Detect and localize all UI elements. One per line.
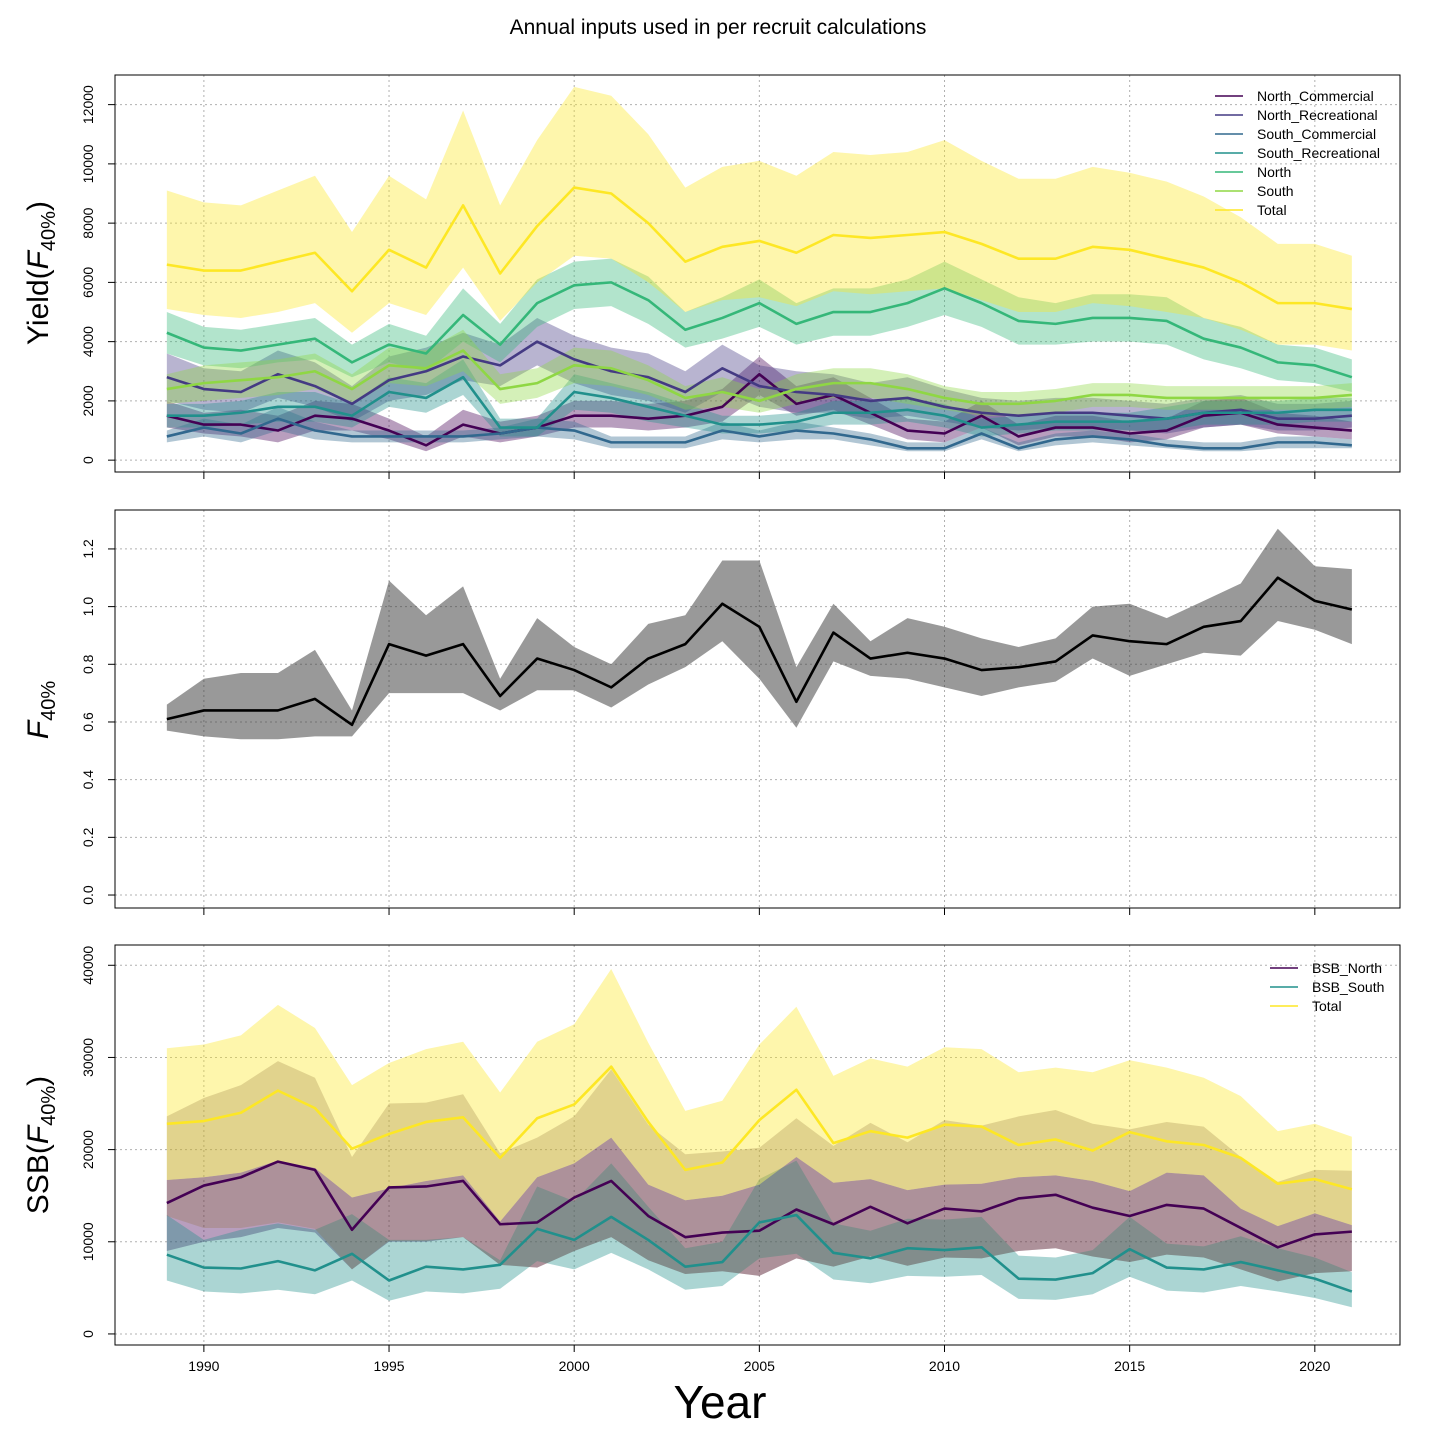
y-tick-label: 0 xyxy=(80,1330,96,1338)
y-tick-label: 8000 xyxy=(80,207,96,238)
legend-label-north-recreational: North_Recreational xyxy=(1257,107,1378,123)
ssb-lines xyxy=(166,1065,1353,1293)
legend-label-bsb-north: BSB_North xyxy=(1312,960,1382,976)
series-points-bsb-north xyxy=(166,1161,1352,1248)
series-points-north-recreational xyxy=(166,341,1352,419)
series-points-bsb-south xyxy=(166,1215,1352,1292)
y-tick-label: 1.2 xyxy=(80,539,96,559)
yield-lines xyxy=(166,186,1353,450)
x-tick-label: 2005 xyxy=(744,1358,775,1374)
x-tick-label: 2010 xyxy=(929,1358,960,1374)
band-f40 xyxy=(166,528,1352,740)
x-tick-label: 2020 xyxy=(1299,1358,1330,1374)
f40-bands xyxy=(166,528,1352,740)
yield-frame xyxy=(114,74,1401,473)
y-tick-label: 40000 xyxy=(80,946,96,985)
x-axis-label: Year xyxy=(674,1376,767,1428)
y-tick-label: 12000 xyxy=(80,85,96,124)
legend-label-north: North xyxy=(1257,164,1291,180)
band-total xyxy=(166,968,1352,1227)
y-tick-label: 10000 xyxy=(80,1222,96,1261)
legend-label-total: Total xyxy=(1312,998,1342,1014)
y-tick-label: 0.0 xyxy=(80,885,96,905)
legend-label-south-commercial: South_Commercial xyxy=(1257,126,1376,142)
y-tick-label: 20000 xyxy=(80,1130,96,1169)
yield-grid xyxy=(115,75,1400,472)
y-tick-label: 0 xyxy=(80,456,96,464)
series-points-north xyxy=(166,282,1352,378)
chart-title: Annual inputs used in per recruit calcul… xyxy=(510,16,927,39)
x-tick-label: 1995 xyxy=(373,1358,404,1374)
legend-label-south: South xyxy=(1257,183,1294,199)
ssb-y-axis-label: SSB(F40%) xyxy=(22,1076,60,1214)
yield-y-ticks: 0 2000 4000 6000 8000 10000 12000 xyxy=(80,85,115,464)
series-points-total xyxy=(166,187,1352,310)
y-tick-label: 0.2 xyxy=(80,827,96,847)
y-tick-label: 4000 xyxy=(80,326,96,357)
f40-panel: 0.0 0.2 0.4 0.6 0.8 1.0 1.2 F40% xyxy=(22,509,1401,915)
x-tick-label: 2015 xyxy=(1114,1358,1145,1374)
ssb-panel: 1990 1995 2000 2005 2010 2015 2020 0 10000 20000 3… xyxy=(22,944,1401,1374)
f40-frame xyxy=(114,509,1401,909)
f40-x-ticks xyxy=(203,908,1316,915)
series-points-f40 xyxy=(166,577,1352,725)
f40-lines xyxy=(166,576,1353,727)
y-tick-label: 0.4 xyxy=(80,770,96,790)
yield-panel: 0 2000 4000 6000 8000 10000 12000 Yield(F40%) No… xyxy=(22,74,1401,479)
legend-label-north-commercial: North_Commercial xyxy=(1257,88,1374,104)
band-total xyxy=(166,86,1352,351)
ssb-grid xyxy=(115,945,1400,1345)
y-tick-label: 10000 xyxy=(80,144,96,183)
series-points-south-recreational xyxy=(166,377,1352,428)
band-north xyxy=(166,258,1352,393)
ssb-x-ticks: 1990 1995 2000 2005 2010 2015 2020 xyxy=(188,1345,1331,1374)
legend-label-south-recreational: South_Recreational xyxy=(1257,145,1380,161)
x-tick-label: 2000 xyxy=(559,1358,590,1374)
yield-x-ticks xyxy=(203,472,1316,479)
series-points-south xyxy=(166,350,1352,404)
series-points-total xyxy=(166,1066,1352,1190)
y-tick-label: 2000 xyxy=(80,385,96,416)
y-tick-label: 30000 xyxy=(80,1038,96,1077)
f40-y-axis-label: F40% xyxy=(22,681,60,740)
y-tick-label: 6000 xyxy=(80,267,96,298)
ssb-frame xyxy=(114,944,1401,1346)
yield-legend: North_Commercial North_Recreational South_… xyxy=(1215,88,1380,218)
ssb-legend: BSB_North BSB_South Total xyxy=(1270,960,1384,1014)
legend-label-bsb-south: BSB_South xyxy=(1312,979,1384,995)
band-bsb-north xyxy=(166,1137,1352,1282)
x-tick-label: 1990 xyxy=(188,1358,219,1374)
legend-label-total: Total xyxy=(1257,202,1287,218)
f40-y-ticks: 0.0 0.2 0.4 0.6 0.8 1.0 1.2 xyxy=(80,539,115,905)
ssb-y-ticks: 0 10000 20000 30000 40000 xyxy=(80,946,115,1338)
y-tick-label: 0.8 xyxy=(80,654,96,674)
yield-y-axis-label: Yield(F40%) xyxy=(22,201,60,345)
y-tick-label: 0.6 xyxy=(80,712,96,732)
y-tick-label: 1.0 xyxy=(80,597,96,617)
